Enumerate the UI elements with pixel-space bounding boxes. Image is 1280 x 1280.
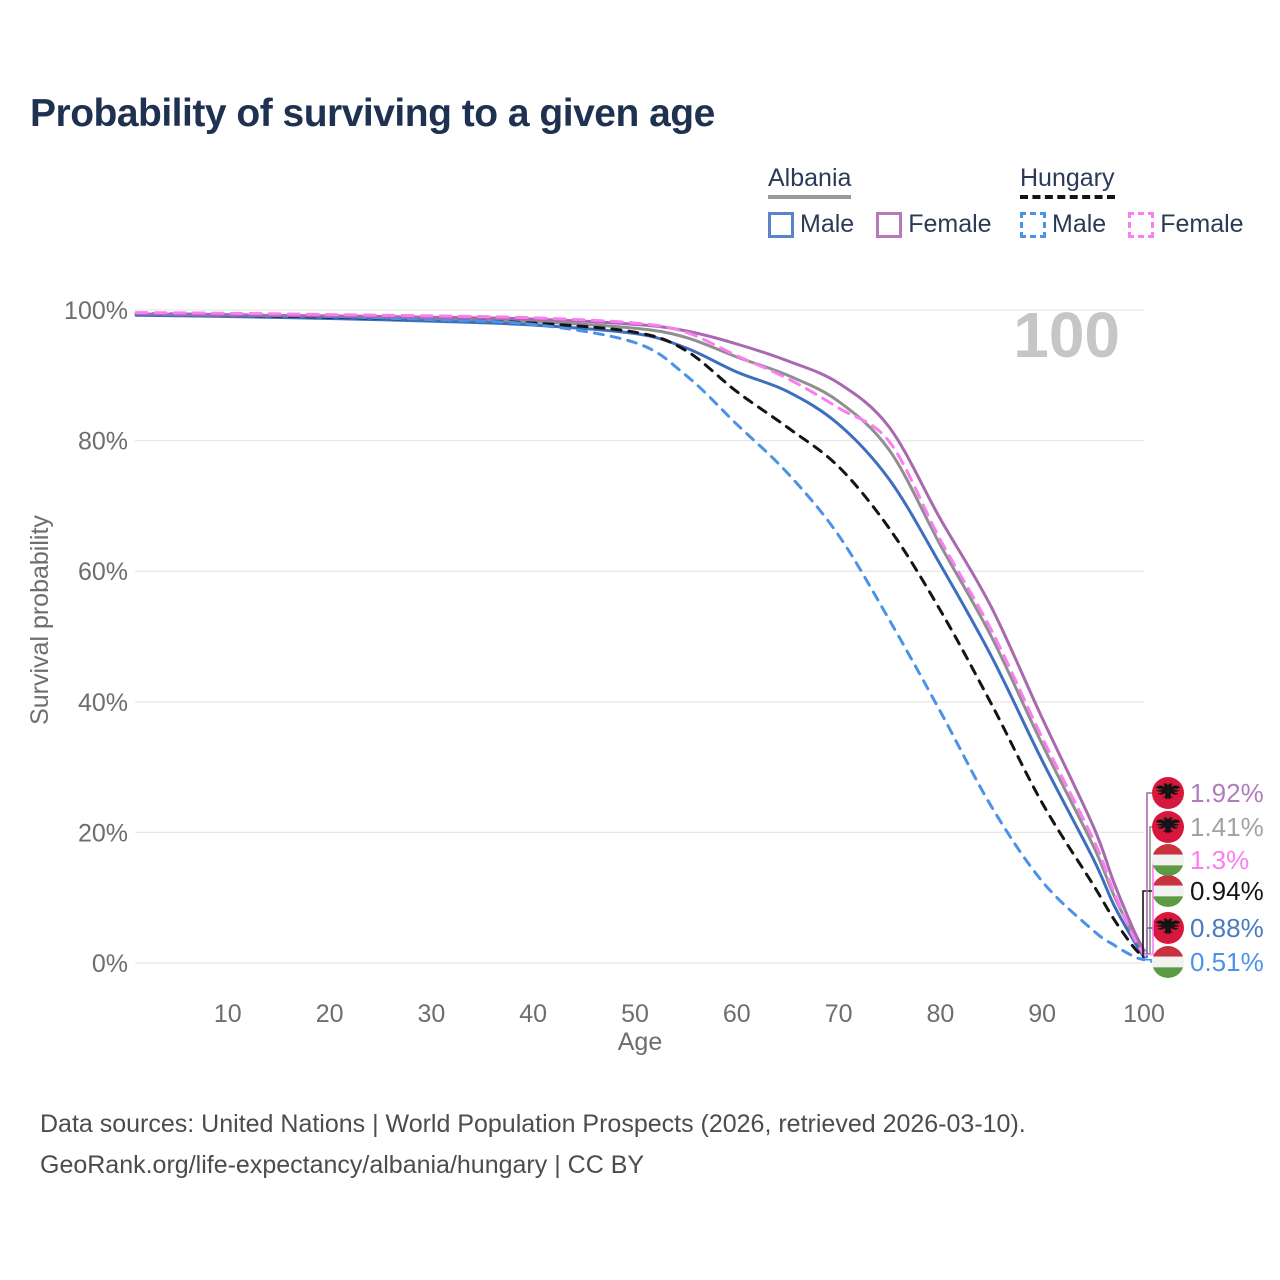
series-line-hungary-female[interactable] — [134, 311, 1146, 956]
x-tick-label-20: 20 — [316, 1000, 344, 1028]
y-tick-label-40: 40% — [78, 689, 128, 717]
flag-icon-albania — [1152, 777, 1184, 809]
series-line-albania-total[interactable] — [134, 313, 1146, 956]
x-tick-label-60: 60 — [723, 1000, 751, 1028]
y-axis-title: Survival probability — [26, 515, 54, 725]
x-tick-label-90: 90 — [1028, 1000, 1056, 1028]
footer-line2: GeoRank.org/life-expectancy/albania/hung… — [40, 1151, 645, 1179]
legend-group-header-hungary: Hungary — [1020, 164, 1115, 199]
y-tick-label-0: 0% — [92, 950, 128, 978]
x-tick-label-50: 50 — [621, 1000, 649, 1028]
flag-icon-albania — [1152, 811, 1184, 843]
end-label-value-albania-female: 1.92% — [1190, 778, 1264, 808]
y-tick-label-100: 100% — [64, 297, 128, 325]
legend-item-hungary-female[interactable]: Female — [1128, 210, 1244, 239]
end-label-value-hungary-male: 0.51% — [1190, 947, 1264, 977]
end-label-connector-albania-female — [1144, 792, 1152, 952]
x-tick-label-80: 80 — [926, 1000, 954, 1028]
legend-swatch-hungary-male — [1020, 211, 1046, 238]
end-label-value-albania-total: 1.41% — [1190, 812, 1264, 842]
x-tick-label-40: 40 — [519, 1000, 547, 1028]
x-tick-label-10: 10 — [214, 1000, 242, 1028]
legend-item-albania-female[interactable]: Female — [876, 210, 992, 239]
flag-icon-albania — [1152, 912, 1184, 944]
flag-icon-hungary — [1152, 875, 1184, 907]
legend-label-hungary-male: Male — [1052, 210, 1107, 238]
axis-ticks: 0% 20% 40% 60% 80% 100% 10 20 30 40 50 60 70 80 90 100 — [64, 297, 1165, 1028]
legend-swatch-hungary-female — [1128, 211, 1155, 238]
y-tick-label-20: 20% — [78, 819, 128, 847]
page-title: Probability of surviving to a given age — [30, 92, 715, 135]
series-line-hungary-total[interactable] — [134, 312, 1146, 959]
end-label-connector-hungary-male — [1144, 958, 1152, 963]
legend-swatch-albania-male — [768, 211, 794, 238]
y-tick-label-80: 80% — [78, 428, 128, 456]
legend-label-hungary-female: Female — [1160, 210, 1244, 238]
footer: Data sources: United Nations | World Pop… — [40, 1104, 1026, 1186]
legend-item-albania-male[interactable]: Male — [768, 210, 854, 239]
gridlines — [135, 309, 1144, 964]
legend-group-header-albania: Albania — [768, 164, 852, 199]
end-labels: 1.41% 0.88% 0.94% 0.51% 1.92% 1.3% — [1142, 777, 1264, 978]
flag-icon-hungary — [1152, 946, 1184, 978]
legend-group-albania: Albania Male Female — [768, 164, 992, 239]
series-line-hungary-male[interactable] — [134, 311, 1146, 962]
end-label-connector-hungary-female — [1144, 859, 1154, 956]
y-tick-label-60: 60% — [78, 558, 128, 586]
end-label-value-albania-male: 0.88% — [1190, 913, 1264, 943]
flag-icon-hungary — [1152, 844, 1184, 876]
footer-line1: Data sources: United Nations | World Pop… — [40, 1110, 1026, 1138]
x-axis-title: Age — [618, 1028, 662, 1056]
legend-item-hungary-male[interactable]: Male — [1020, 210, 1106, 239]
legend-swatch-albania-female — [876, 211, 903, 238]
end-label-value-hungary-female: 1.3% — [1190, 845, 1249, 875]
legend-group-hungary: Hungary Male Female — [1020, 164, 1244, 239]
legend-label-albania-female: Female — [908, 210, 992, 238]
series-lines — [134, 311, 1146, 962]
x-tick-label-70: 70 — [825, 1000, 853, 1028]
x-tick-label-30: 30 — [417, 1000, 445, 1028]
hover-age-watermark: 100 — [1013, 299, 1120, 371]
end-label-value-hungary-total: 0.94% — [1190, 876, 1264, 906]
legend-label-albania-male: Male — [800, 210, 855, 238]
x-tick-label-100: 100 — [1123, 1000, 1165, 1028]
